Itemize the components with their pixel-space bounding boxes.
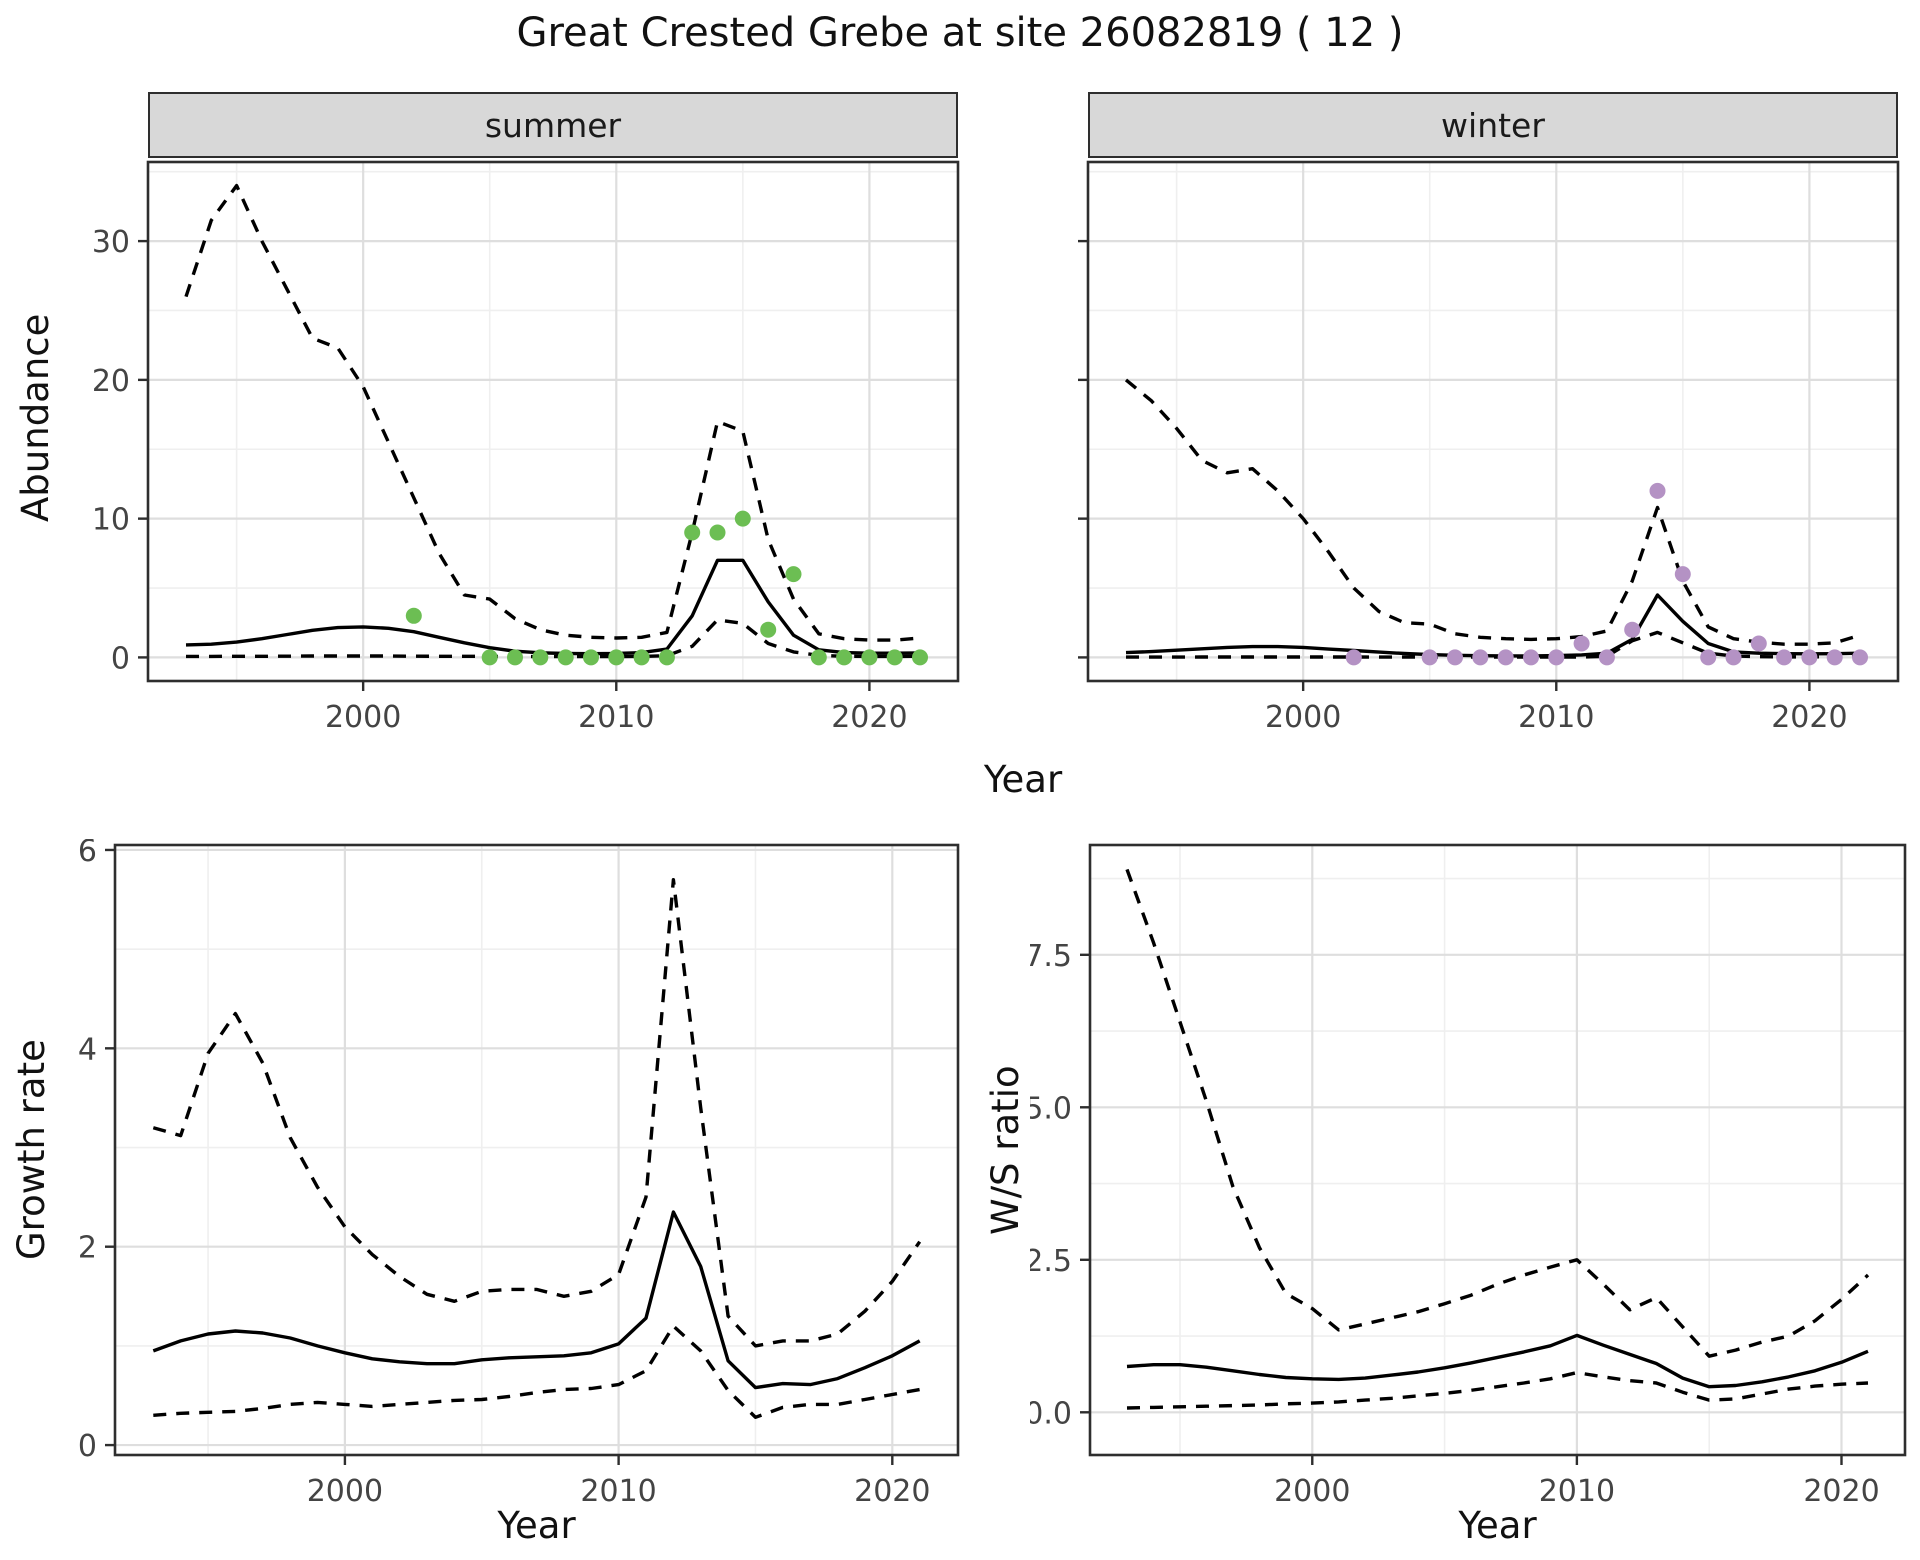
svg-text:7.5: 7.5 <box>1030 939 1072 974</box>
growth-upper_ci-line <box>152 878 922 1348</box>
winter-observed-point <box>1852 649 1868 666</box>
svg-text:2000: 2000 <box>1274 1474 1350 1509</box>
summer-observed-point <box>861 649 878 666</box>
winter-observed-point <box>1548 649 1565 666</box>
svg-text:2.5: 2.5 <box>1030 1244 1072 1279</box>
winter-observed-point <box>1472 649 1489 666</box>
winter-observed-point <box>1776 649 1793 666</box>
svg-text:30: 30 <box>92 225 130 260</box>
winter-observed-point <box>1523 649 1539 666</box>
growth-rate-chart: 2000 2010 2020 0 2 4 6 <box>78 839 960 1509</box>
ws-x-axis-title: Year <box>1458 1504 1537 1547</box>
facet-strip-summer-label: summer <box>484 105 622 145</box>
winter-observed-point <box>1598 649 1615 666</box>
ws-y-axis-title: W/S ratio <box>984 1065 1027 1235</box>
winter-upper_ci-line <box>1124 378 1861 646</box>
summer-observed-point <box>886 649 903 666</box>
winter-observed-point <box>1573 635 1590 652</box>
winter-observed-point <box>1497 649 1514 666</box>
svg-text:0: 0 <box>78 1429 97 1464</box>
summer-observed-point <box>507 649 523 666</box>
svg-text:2020: 2020 <box>854 1474 930 1509</box>
summer-observed-point <box>583 649 599 666</box>
summer-observed-point <box>912 649 928 666</box>
facet-strip-winter-label: winter <box>1441 105 1545 145</box>
summer-upper_ci-line <box>184 183 921 642</box>
winter-observed-point <box>1421 649 1438 666</box>
winter-observed-point <box>1624 621 1641 638</box>
growth-y-axis-title: Growth rate <box>10 1039 53 1261</box>
winter-observed-point <box>1801 649 1818 666</box>
summer-observed-point <box>633 649 650 666</box>
svg-text:4: 4 <box>78 1032 97 1067</box>
winter-observed-point <box>1826 649 1843 666</box>
facet-strip-winter: winter <box>1088 92 1898 158</box>
winter-observed-point <box>1725 649 1742 666</box>
facet-strip-summer: summer <box>148 92 958 158</box>
summer-observed-point <box>785 566 802 583</box>
growth-x-axis-title: Year <box>497 1504 576 1547</box>
summer-observed-point <box>709 524 726 541</box>
svg-text:2: 2 <box>78 1231 97 1266</box>
svg-text:0: 0 <box>111 641 130 676</box>
summer-observed-point <box>658 649 675 666</box>
svg-text:2020: 2020 <box>1771 700 1847 735</box>
winter-mean-line <box>1125 593 1861 658</box>
svg-text:10: 10 <box>92 503 130 538</box>
svg-text:0.0: 0.0 <box>1030 1396 1072 1431</box>
svg-text:2010: 2010 <box>578 700 654 735</box>
top-x-axis-title: Year <box>983 758 1063 801</box>
winter-observed-point <box>1674 566 1691 583</box>
svg-text:2010: 2010 <box>1539 1474 1615 1509</box>
summer-observed-point <box>608 649 625 666</box>
abundance-y-axis-title: Abundance <box>14 313 57 522</box>
figure-title: Great Crested Grebe at site 26082819 ( 1… <box>516 10 1404 56</box>
summer-observed-point <box>481 649 498 666</box>
winter-observed-point <box>1345 649 1362 666</box>
svg-text:2020: 2020 <box>1803 1474 1879 1509</box>
svg-text:2010: 2010 <box>1518 700 1594 735</box>
summer-observed-point <box>836 649 853 666</box>
ws-ratio-chart: 2000 2010 2020 0.0 2.5 5.0 7.5 <box>1030 843 1907 1509</box>
svg-text:2020: 2020 <box>831 700 907 735</box>
svg-text:2010: 2010 <box>580 1474 656 1509</box>
summer-observed-point <box>557 649 574 666</box>
winter-observed-point <box>1649 482 1666 499</box>
summer-observed-point <box>760 621 777 638</box>
svg-text:5.0: 5.0 <box>1030 1091 1072 1126</box>
ws-mean-line <box>1126 1333 1869 1389</box>
summer-observed-point <box>734 510 751 527</box>
winter-observed-point <box>1447 649 1463 666</box>
ws-lower_ci-line <box>1126 1370 1869 1410</box>
winter-observed-point <box>1750 635 1767 652</box>
svg-text:2000: 2000 <box>325 700 401 735</box>
abundance-summer-chart: 2000 2010 2020 0 10 20 30 <box>92 160 960 735</box>
winter-observed-point <box>1700 649 1717 666</box>
svg-text:2000: 2000 <box>307 1474 383 1509</box>
svg-text:6: 6 <box>78 839 97 869</box>
summer-observed-point <box>810 649 827 666</box>
ws-upper_ci-line <box>1125 868 1870 1358</box>
abundance-winter-chart: 2000 2010 2020 <box>1078 160 1900 735</box>
summer-lower_ci-line <box>186 618 921 659</box>
summer-observed-point <box>532 649 549 666</box>
summer-mean-line <box>185 558 921 656</box>
growth-mean-line <box>152 1210 921 1390</box>
summer-observed-point <box>405 607 422 624</box>
svg-text:20: 20 <box>92 364 130 399</box>
summer-observed-point <box>684 524 701 541</box>
svg-text:2000: 2000 <box>1265 700 1341 735</box>
